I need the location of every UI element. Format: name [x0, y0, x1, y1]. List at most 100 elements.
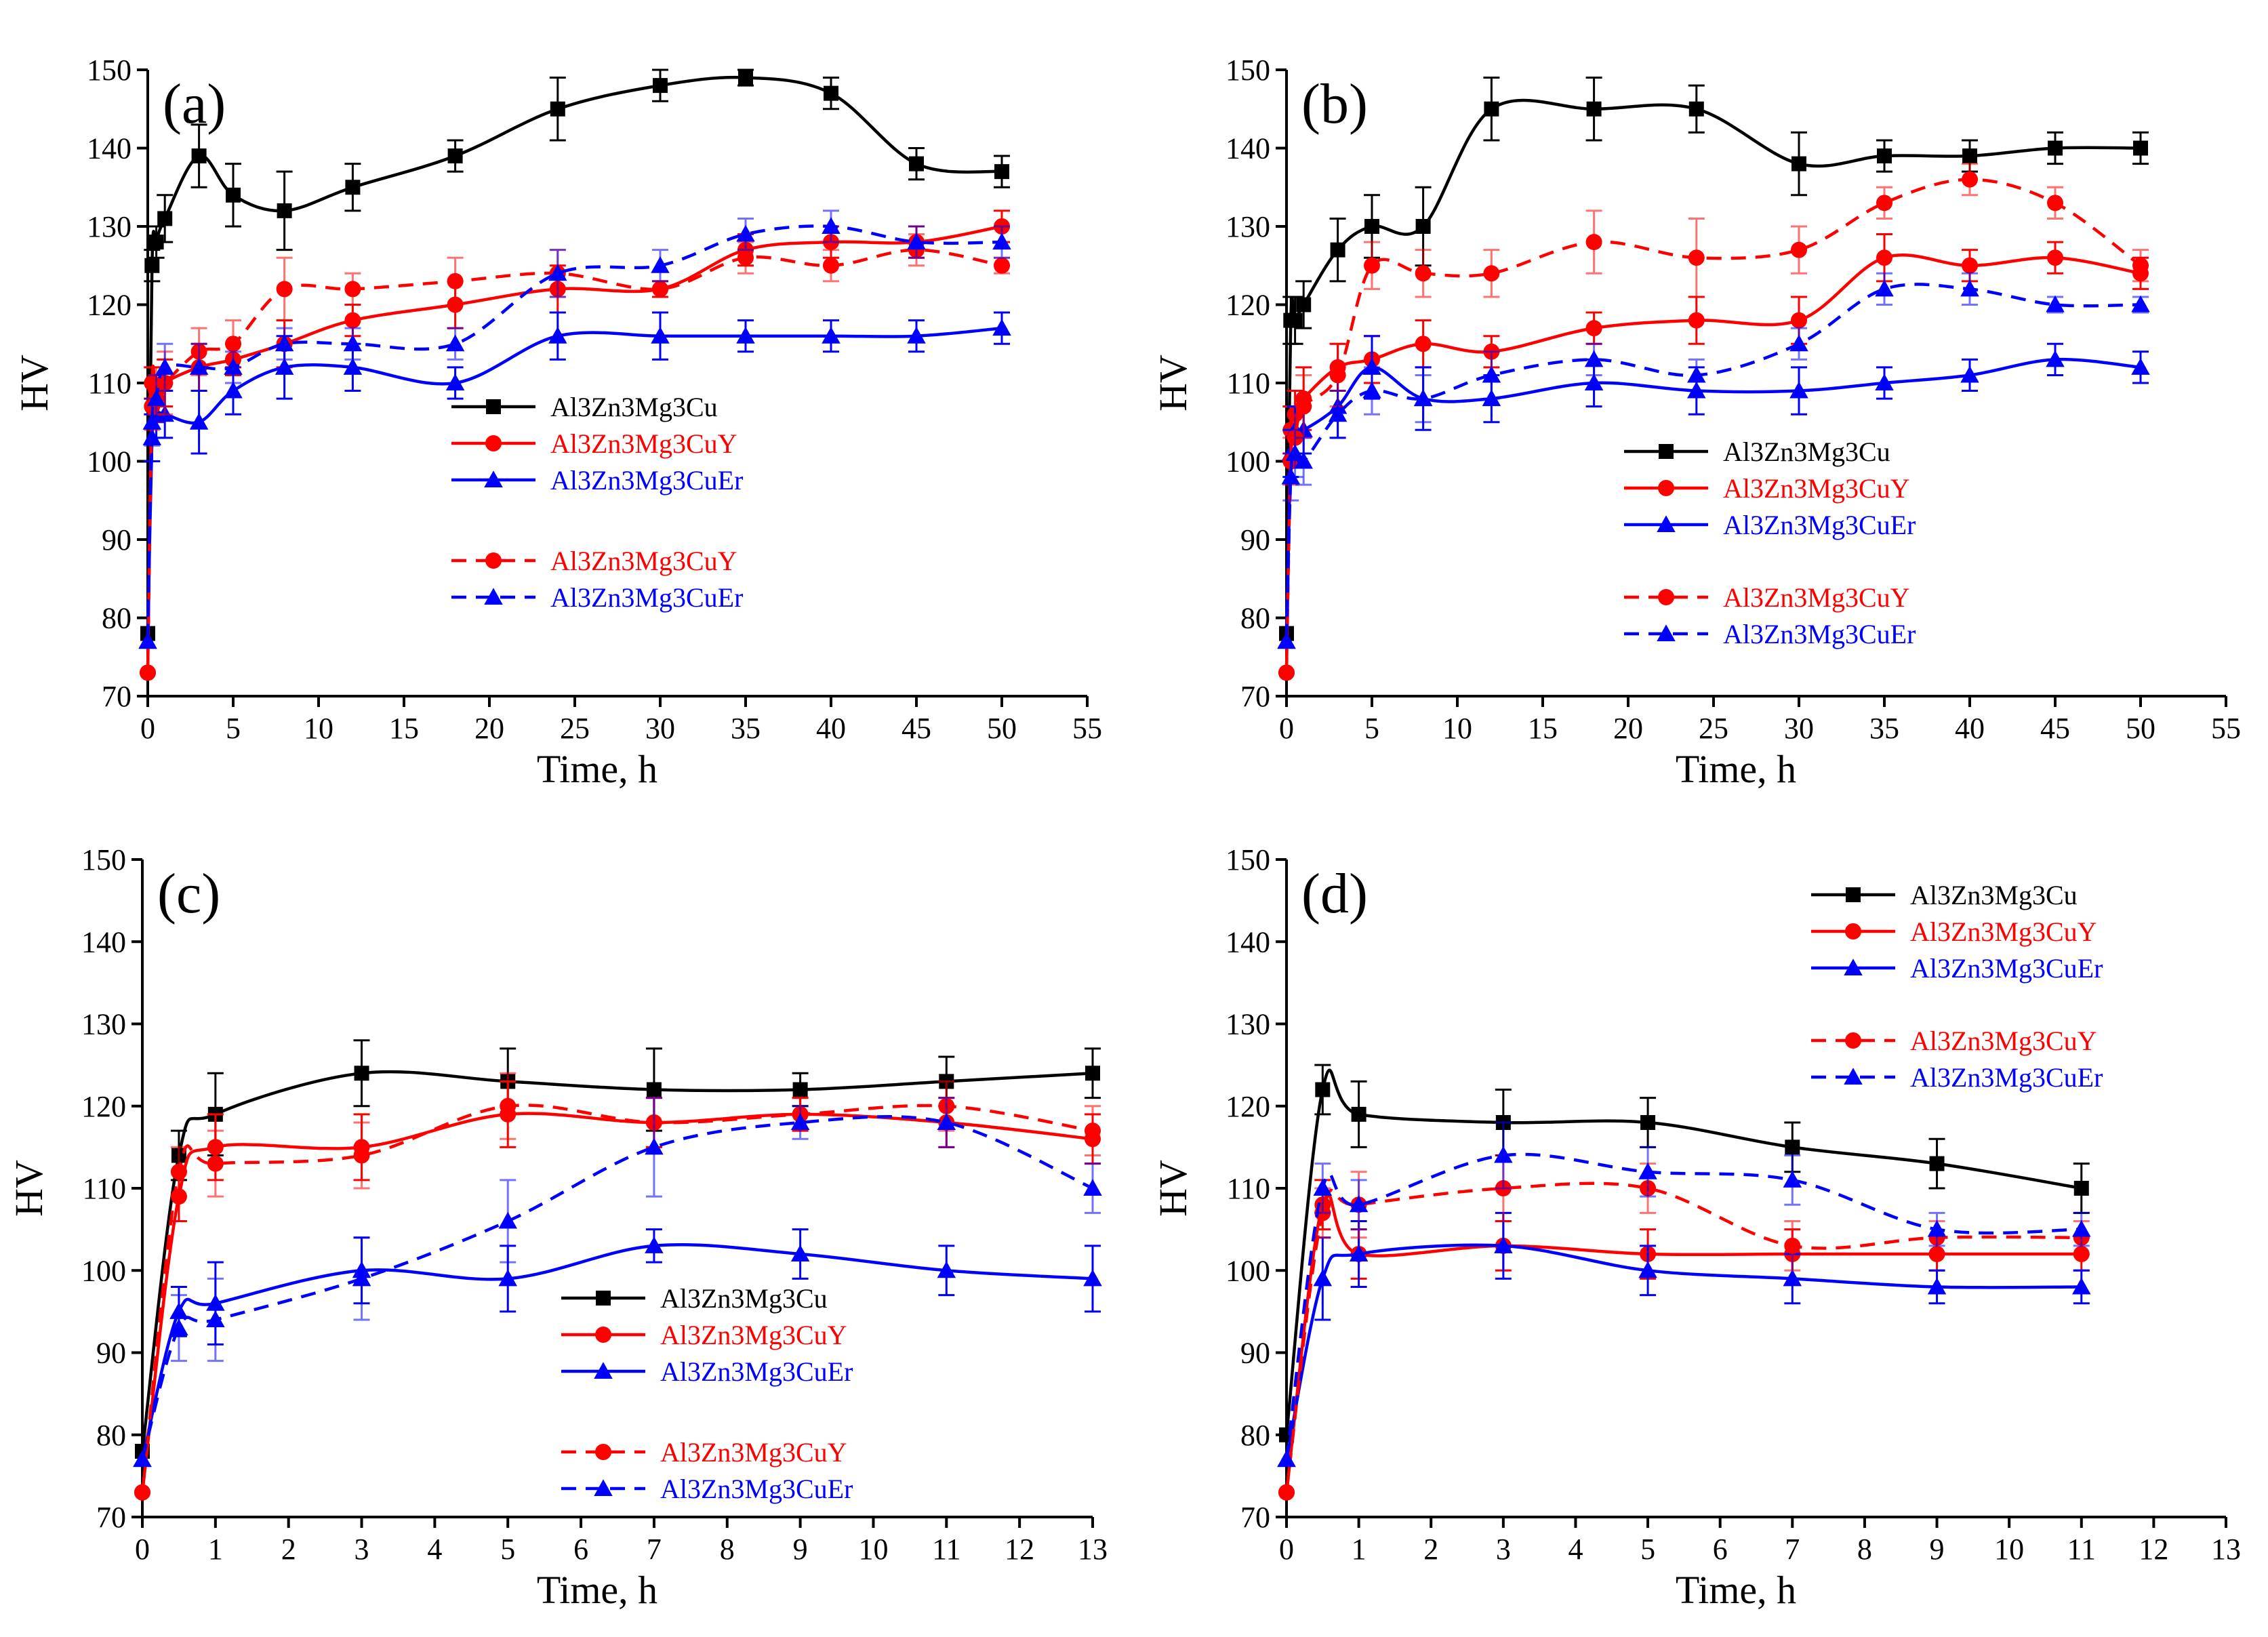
- y-tick-label: 130: [87, 210, 131, 243]
- legend-label: Al3Zn3Mg3CuY: [1723, 582, 1910, 613]
- y-tick-label: 80: [96, 1419, 126, 1452]
- series-Al3Zn3Mg3CuY-solid: [1278, 233, 2149, 681]
- data-point: [1638, 1163, 1657, 1179]
- legend-item: Al3Zn3Mg3CuY: [1811, 1026, 2097, 1056]
- data-point: [157, 211, 173, 226]
- x-tick-label: 50: [987, 712, 1017, 745]
- legend-item: Al3Zn3Mg3Cu: [1624, 437, 1890, 467]
- data-point: [653, 78, 668, 94]
- data-point: [1351, 1106, 1366, 1122]
- x-tick-label: 15: [1528, 712, 1558, 745]
- x-tick-label: 7: [1785, 1533, 1800, 1566]
- legend-item: Al3Zn3Mg3CuEr: [561, 1474, 853, 1504]
- legend-label: Al3Zn3Mg3CuY: [1910, 916, 2097, 947]
- data-point: [1313, 1269, 1333, 1287]
- legend-item: Al3Zn3Mg3CuEr: [561, 1356, 853, 1387]
- data-point: [1278, 664, 1295, 681]
- x-tick-label: 25: [1699, 712, 1728, 745]
- x-tick-label: 20: [474, 712, 504, 745]
- legend-label: Al3Zn3Mg3CuY: [660, 1437, 847, 1468]
- x-tick-label: 55: [2211, 712, 2241, 745]
- data-point: [277, 203, 292, 218]
- data-point: [1638, 1261, 1657, 1278]
- data-point: [1277, 632, 1296, 649]
- data-point: [1877, 148, 1892, 164]
- legend-swatch-marker: [594, 1362, 613, 1379]
- data-point: [276, 281, 293, 298]
- data-point: [645, 1137, 664, 1155]
- legend-label: Al3Zn3Mg3CuEr: [550, 465, 743, 496]
- data-point: [1784, 1237, 1801, 1254]
- x-tick-label: 10: [1994, 1533, 2024, 1566]
- series-Al3Zn3Mg3CuEr-dashed: [1277, 1121, 2091, 1468]
- x-tick-label: 5: [1640, 1533, 1655, 1566]
- data-point: [344, 281, 361, 298]
- data-point: [207, 1155, 224, 1172]
- data-point: [2046, 295, 2065, 312]
- data-point: [2046, 350, 2065, 367]
- x-tick-label: 8: [720, 1533, 735, 1566]
- data-point: [2048, 140, 2063, 156]
- x-tick-label: 10: [1442, 712, 1472, 745]
- data-point: [1083, 1179, 1102, 1196]
- series-Al3Zn3Mg3CuY-solid: [134, 1080, 1101, 1501]
- x-tick-label: 0: [140, 712, 155, 745]
- data-point: [133, 1450, 152, 1468]
- data-point: [1349, 1245, 1369, 1261]
- data-point: [169, 1318, 188, 1336]
- legend-swatch-marker: [595, 1444, 611, 1460]
- series-Al3Zn3Mg3CuEr-solid: [1277, 1211, 2091, 1468]
- data-point: [1688, 101, 1704, 117]
- panel-b: 0 5 10 15 20 25 30 35 40 45 50 55 70 80 90 100 110 120 130…: [1151, 54, 2241, 791]
- data-point: [2072, 1277, 2091, 1295]
- legend-label: Al3Zn3Mg3CuEr: [1723, 619, 1916, 649]
- data-point: [992, 233, 1011, 250]
- series-Al3Zn3Mg3CuY-dashed: [134, 1072, 1101, 1501]
- data-point: [226, 187, 241, 203]
- series-line: [1284, 1192, 2082, 1493]
- data-point: [1277, 1450, 1296, 1468]
- legend-swatch-marker: [486, 399, 501, 414]
- legend-swatch-marker: [1844, 1068, 1863, 1085]
- data-point: [353, 1147, 370, 1164]
- x-tick-label: 4: [1568, 1533, 1583, 1566]
- data-point: [1494, 1236, 1513, 1253]
- data-point: [224, 358, 243, 375]
- data-point: [1315, 1082, 1331, 1097]
- x-tick-label: 1: [208, 1533, 223, 1566]
- data-point: [1349, 1195, 1369, 1213]
- data-point: [144, 258, 160, 273]
- legend-swatch-marker: [1657, 624, 1676, 641]
- y-axis-label: HV: [12, 355, 56, 411]
- data-point: [1687, 365, 1706, 383]
- legend-label: Al3Zn3Mg3Cu: [660, 1283, 828, 1314]
- data-point: [206, 1310, 225, 1327]
- y-tick-label: 90: [102, 523, 131, 557]
- panel-a: 0 5 10 15 20 25 30 35 40 45 50 55 70 80 90 100 110 120 130…: [12, 54, 1102, 791]
- data-point: [146, 389, 166, 407]
- y-tick-label: 120: [87, 289, 131, 322]
- data-point: [736, 224, 755, 242]
- x-tick-label: 3: [355, 1533, 369, 1566]
- panel-label: (c): [157, 862, 220, 925]
- data-point: [2073, 1181, 2089, 1196]
- y-tick-label: 130: [1226, 1008, 1270, 1041]
- legend-item: Al3Zn3Mg3Cu: [561, 1283, 828, 1314]
- data-point: [792, 1082, 808, 1097]
- legend-label: Al3Zn3Mg3CuEr: [660, 1356, 853, 1387]
- data-point: [992, 319, 1011, 336]
- legend-item: Al3Zn3Mg3CuY: [1624, 582, 1910, 613]
- x-tick-label: 10: [304, 712, 333, 745]
- data-point: [2131, 358, 2150, 375]
- data-point: [1585, 234, 1602, 251]
- data-point: [225, 336, 241, 352]
- x-tick-label: 13: [1078, 1533, 1108, 1566]
- series-line: [1284, 1243, 2082, 1460]
- y-tick-label: 140: [1226, 925, 1270, 958]
- data-point: [1364, 219, 1379, 234]
- x-tick-label: 25: [560, 712, 590, 745]
- series-Al3Zn3Mg3CuY-dashed: [1278, 1154, 2090, 1501]
- y-axis-label: HV: [7, 1160, 51, 1217]
- data-point: [1585, 320, 1602, 337]
- data-point: [909, 156, 924, 171]
